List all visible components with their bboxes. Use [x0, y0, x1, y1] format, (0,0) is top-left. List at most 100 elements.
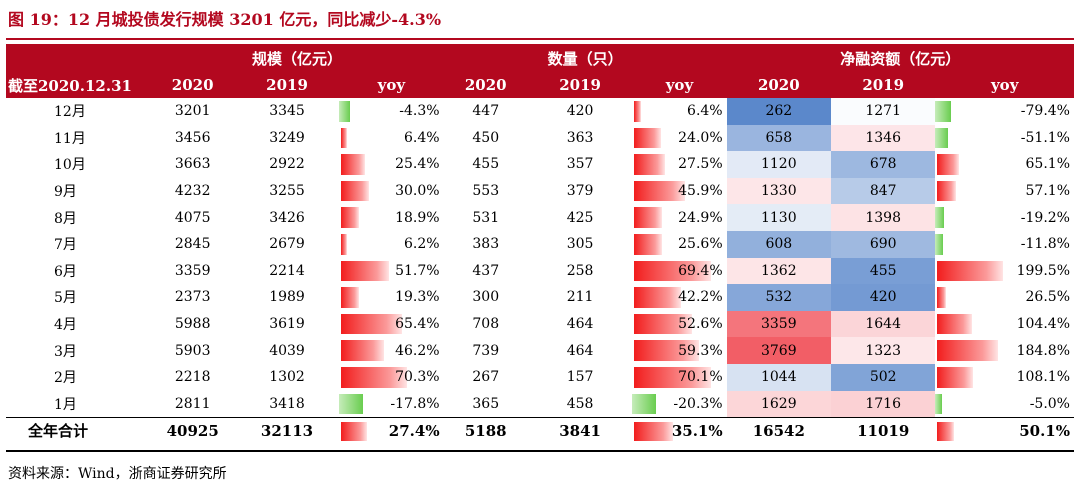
net-yoy-cell: 26.5%: [935, 284, 1074, 311]
scale-2020-cell: 5903: [174, 342, 211, 359]
header-count-2020: 2020: [443, 72, 528, 98]
net-yoy-cell: 57.1%: [935, 178, 1074, 205]
scale-yoy-cell-value: 25.4%: [395, 156, 440, 173]
table-body: 12月 3201 3345 -4.3% 447 420 6.4% 262 1271 -79.4% 1…: [6, 98, 1074, 444]
net-yoy-cell-bar: [937, 287, 947, 308]
count-2020-cell: 455: [472, 156, 500, 173]
count-yoy-cell: 59.3%: [632, 337, 726, 364]
scale-yoy-cell-value: 27.4%: [388, 421, 440, 440]
scale-2020-cell: 3456: [174, 129, 211, 146]
count-2020-cell: 267: [472, 369, 500, 386]
scale-yoy-cell: 30.0%: [339, 178, 443, 205]
net-2020-cell: 1130: [726, 204, 831, 231]
month-cell: 2月: [54, 370, 77, 387]
scale-2020-cell: 40925: [150, 416, 235, 444]
header-count-yoy: yoy: [632, 72, 727, 98]
scale-yoy-cell-bar: [341, 233, 347, 255]
scale-yoy-cell: 25.4%: [339, 151, 443, 178]
scale-2019-cell: 32113: [234, 416, 340, 444]
scale-2020-cell: 2373: [174, 289, 211, 306]
count-2020-cell: 553: [472, 183, 500, 200]
count-yoy-cell: 25.6%: [632, 231, 726, 258]
count-yoy-cell: 45.9%: [632, 178, 726, 205]
scale-yoy-cell-value: 6.4%: [404, 129, 440, 146]
table-row: 3月 5903 4039 46.2% 739 464 59.3% 3769 1323 184.8%: [6, 337, 1074, 364]
net-2019-cell: 1346: [831, 124, 936, 152]
month-cell: 4月: [54, 317, 77, 334]
net-2019-cell: 455: [831, 257, 936, 285]
table-row: 6月 3359 2214 51.7% 437 258 69.4% 1362 455 199.5%: [6, 257, 1074, 285]
table-row: 5月 2373 1989 19.3% 300 211 42.2% 532 420 26.5%: [6, 284, 1074, 311]
count-2019-cell: 258: [566, 262, 594, 279]
scale-yoy-cell-bar: [341, 180, 370, 202]
scale-2019-cell: 2214: [269, 262, 305, 279]
scale-2020-cell: 3663: [174, 156, 211, 173]
scale-yoy-cell: 51.7%: [339, 258, 443, 285]
source-note: 资料来源：Wind，浙商证券研究所: [8, 466, 227, 482]
scale-yoy-cell: -4.3%: [339, 98, 443, 125]
header-scale-2020: 2020: [150, 72, 235, 98]
net-yoy-cell-bar: [937, 340, 999, 361]
net-yoy-cell-bar: [935, 233, 943, 255]
count-yoy-cell-value: -20.3%: [673, 395, 723, 412]
net-2019-cell: 1716: [831, 390, 936, 418]
scale-yoy-cell: 19.3%: [339, 284, 443, 311]
figure-title: 图 19：12 月城投债发行规模 3201 亿元，同比减少-4.3%: [8, 10, 442, 29]
count-2019-cell: 357: [566, 156, 594, 173]
count-yoy-cell: 69.4%: [632, 258, 726, 285]
scale-2019-cell: 3249: [269, 129, 305, 146]
scale-yoy-cell-value: -17.8%: [390, 395, 440, 412]
net-yoy-cell: -11.8%: [935, 231, 1074, 258]
net-yoy-cell-value: 57.1%: [1025, 183, 1070, 200]
net-2020-cell: 3769: [726, 337, 831, 364]
net-yoy-cell-value: -51.1%: [1020, 129, 1070, 146]
count-yoy-cell-bar: [634, 154, 665, 175]
scale-yoy-cell-bar: [341, 287, 360, 308]
count-yoy-cell-bar: [634, 127, 661, 149]
scale-yoy-cell-bar: [339, 101, 350, 122]
month-cell: 8月: [54, 210, 77, 227]
count-2019-cell: 464: [566, 316, 594, 333]
net-yoy-cell-value: -5.0%: [1029, 395, 1070, 412]
net-yoy-cell-value: 26.5%: [1025, 289, 1070, 306]
header-cutoff: 截至2020.12.31: [6, 72, 151, 98]
month-cell: 3月: [54, 343, 77, 360]
count-yoy-cell-bar: [634, 180, 685, 202]
scale-yoy-cell-value: 19.3%: [395, 289, 440, 306]
scale-yoy-cell: 27.4%: [339, 416, 444, 444]
scale-2019-cell: 4039: [269, 342, 305, 359]
count-yoy-cell-value: 25.6%: [678, 236, 723, 253]
count-yoy-cell-value: 69.4%: [678, 262, 723, 279]
count-2019-cell: 305: [566, 236, 594, 253]
scale-2019-cell: 3418: [269, 395, 305, 412]
month-cell: 1月: [54, 396, 77, 413]
count-2019-cell: 3841: [527, 416, 633, 444]
scale-2020-cell: 5988: [174, 316, 211, 333]
net-yoy-cell-bar: [937, 260, 1004, 282]
scale-2019-cell: 2679: [269, 236, 305, 253]
header-count: 数量（只）: [443, 44, 727, 72]
net-2019-cell: 1644: [831, 310, 936, 338]
scale-yoy-cell-bar: [341, 154, 365, 175]
count-2020-cell: 447: [472, 103, 500, 120]
table-bottom-rule: [6, 450, 1074, 452]
net-yoy-cell-bar: [937, 421, 954, 441]
scale-yoy-cell-bar: [341, 421, 367, 441]
net-yoy-cell: 108.1%: [935, 364, 1074, 391]
scale-yoy-cell-value: -4.3%: [399, 103, 440, 120]
net-yoy-cell-bar: [937, 154, 959, 175]
count-yoy-cell-bar: [634, 233, 663, 255]
count-yoy-cell-bar: [634, 313, 693, 335]
month-cell: 11月: [54, 130, 86, 147]
net-2020-cell: 262: [726, 98, 831, 125]
net-2019-cell: 1271: [831, 98, 936, 125]
net-yoy-cell-value: 108.1%: [1016, 369, 1070, 386]
scale-2020-cell: 2811: [174, 395, 211, 412]
table-row: 11月 3456 3249 6.4% 450 363 24.0% 658 1346 -51.1%: [6, 124, 1074, 152]
net-yoy-cell-bar: [935, 127, 948, 149]
net-2019-cell: 502: [831, 363, 936, 391]
issuance-table: 规模（亿元） 数量（只） 净融资额（亿元） 截至2020.12.31 2020 …: [6, 44, 1074, 444]
header-group-row: 规模（亿元） 数量（只） 净融资额（亿元）: [6, 44, 1074, 72]
scale-yoy-cell-value: 6.2%: [404, 236, 440, 253]
scale-yoy-cell-bar: [341, 260, 390, 282]
